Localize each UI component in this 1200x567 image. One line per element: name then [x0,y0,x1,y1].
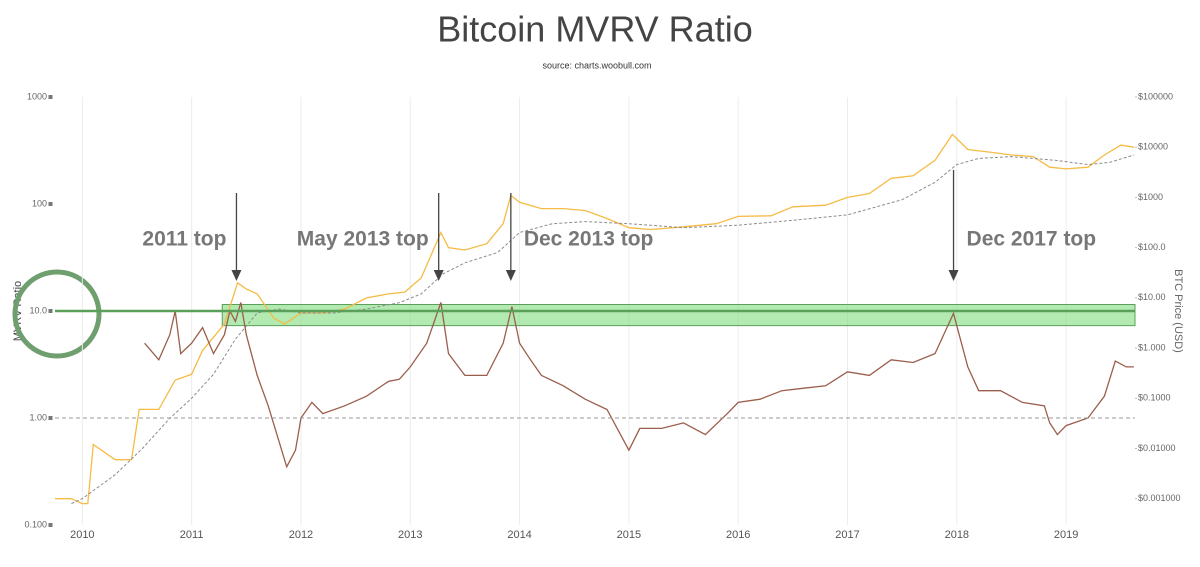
y-tick [48,95,53,99]
series-line [55,133,1135,505]
y-tick-label: 1.00 [29,412,47,422]
highlight-circle [12,269,102,359]
y2-tick-label: $0.001000 [1138,493,1181,503]
y2-axis-label: BTC Price (USD) [1172,269,1184,353]
x-tick-label: 2012 [289,529,313,541]
y2-tick-label: $10000 [1138,142,1168,152]
y-tick [48,202,53,206]
chart-title: Bitcoin MVRV Ratio [437,9,752,50]
highlight-band [221,304,1136,327]
y2-tick-label: $0.1000 [1138,393,1171,403]
series-line [144,302,1134,469]
y-tick-label: 0.100 [24,519,47,529]
y2-tick-label: $10.00 [1138,292,1166,302]
x-tick-label: 2018 [945,529,969,541]
x-tick-label: 2019 [1054,529,1078,541]
y2-tick-label: $0.01000 [1138,443,1176,453]
annotation-arrowhead [231,270,242,281]
y-tick [48,523,53,527]
x-tick-label: 2013 [398,529,422,541]
annotation-arrowhead [433,270,444,281]
y-tick-label: 10.0 [29,305,47,315]
annotation-label: Dec 2013 top [524,228,654,251]
y-tick [48,416,53,420]
y-tick-label: 1000 [27,91,47,101]
x-tick-label: 2015 [617,529,641,541]
annotation-label: 2011 top [142,228,226,251]
series-line [71,154,1135,505]
y2-tick-label: $1000 [1138,192,1163,202]
y2-tick-label: $100.0 [1138,242,1166,252]
y-tick [48,309,53,313]
y2-tick-label: $100000 [1138,91,1173,101]
x-tick-label: 2010 [70,529,94,541]
y2-tick-label: $1.000 [1138,342,1166,352]
y-tick-label: 100 [32,198,47,208]
chart-subtitle: source: charts.woobull.com [542,60,651,70]
annotation-label: May 2013 top [297,228,429,251]
x-tick-label: 2016 [726,529,750,541]
x-tick-label: 2014 [507,529,531,541]
annotation-arrowhead [505,270,516,281]
x-tick-label: 2011 [180,529,204,541]
x-tick-label: 2017 [835,529,859,541]
annotation-arrowhead [948,270,959,281]
annotation-label: Dec 2017 top [967,228,1097,251]
